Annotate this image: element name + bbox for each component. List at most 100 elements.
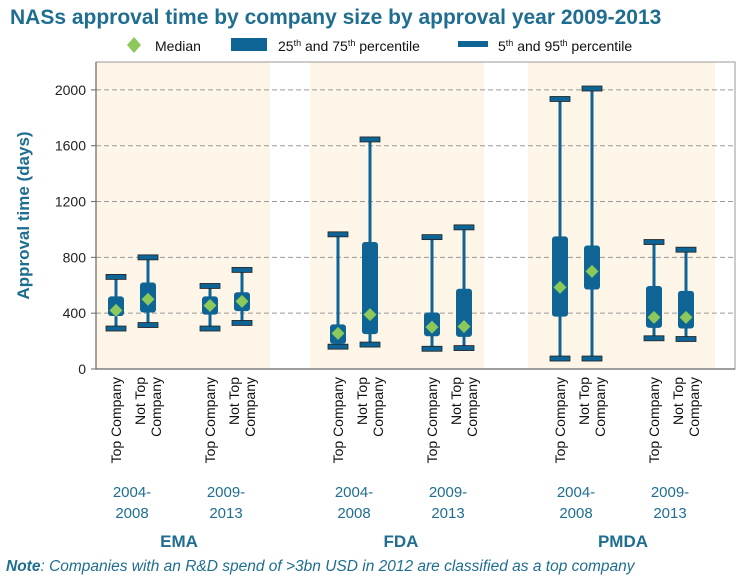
median-marker	[109, 303, 123, 317]
agency-label: FDA	[384, 532, 419, 551]
p5-cap	[137, 322, 159, 328]
box-whisker	[105, 273, 127, 332]
p95-cap	[421, 234, 443, 241]
category-label: Top Company	[552, 377, 568, 463]
category-label-line: Top Company	[424, 377, 440, 463]
legend-box-label: 25th and 75th percentile	[278, 38, 420, 54]
boxes	[105, 85, 697, 362]
median-marker	[553, 280, 567, 294]
period-label: 2004-	[557, 484, 595, 501]
legend-text-part: 5	[498, 38, 506, 54]
legend-text-part: and 75	[301, 38, 348, 54]
chart-title: NASs approval time by company size by ap…	[10, 6, 662, 29]
p5-cap	[359, 341, 381, 348]
legend-superscript: th	[506, 38, 514, 48]
p5-cap	[105, 325, 127, 332]
y-tick-label: 0	[78, 361, 86, 377]
p5-cap	[549, 355, 571, 362]
median-marker	[679, 310, 693, 324]
median-marker	[425, 320, 439, 334]
legend-median-marker	[127, 37, 141, 53]
p5-cap	[199, 325, 221, 332]
category-label-line: Top Company	[202, 377, 218, 463]
p5-cap	[581, 355, 603, 362]
category-label-line: Top Company	[646, 377, 662, 463]
period-label: 2004-	[113, 484, 151, 501]
category-labels: Top Company Not TopCompany Top Company Not …	[108, 377, 702, 464]
p5-cap	[327, 343, 349, 350]
p5-cap	[231, 320, 253, 326]
category-label-line: Not Top	[132, 377, 148, 425]
median-marker	[141, 292, 155, 306]
category-label: Top Company	[646, 377, 662, 463]
y-axis-ticks: 0 400 800 1200 1600 2000	[55, 82, 96, 377]
legend-box-marker	[231, 38, 267, 51]
iqr-box	[552, 236, 568, 317]
period-label: 2008	[337, 505, 370, 522]
category-label-line: Not Top	[226, 377, 242, 425]
footnote-label: Note	[6, 558, 41, 575]
box-whisker	[675, 246, 697, 342]
median-marker	[363, 308, 377, 322]
legend-text-part: percentile	[355, 38, 420, 54]
period-band	[174, 62, 270, 369]
legend-superscript: th	[560, 38, 568, 48]
category-label-line: Company	[592, 377, 608, 437]
p95-cap	[643, 239, 665, 245]
p95-cap	[675, 246, 697, 253]
category-label: Not TopCompany	[576, 377, 608, 437]
box-whisker	[453, 224, 475, 351]
category-label-line: Not Top	[354, 377, 370, 425]
y-tick-label: 800	[63, 249, 87, 265]
category-label-line: Company	[370, 377, 386, 437]
box-whisker	[327, 231, 349, 350]
agency-label: EMA	[160, 532, 198, 551]
category-label: Not TopCompany	[448, 377, 480, 437]
y-axis-title: Approval time (days)	[14, 131, 33, 299]
box-whisker	[581, 85, 603, 362]
y-tick-label: 1200	[55, 194, 86, 210]
agency-labels: EMA FDA PMDA	[160, 532, 648, 551]
footnote-text: : Companies with an R&D spend of >3bn US…	[40, 558, 635, 575]
p5-cap	[421, 345, 443, 352]
legend-text-part: percentile	[568, 38, 633, 54]
iqr-box	[362, 242, 378, 335]
p95-cap	[453, 224, 475, 231]
p95-cap	[105, 273, 127, 280]
box-whisker	[199, 283, 221, 332]
category-label: Not TopCompany	[670, 377, 702, 437]
category-label: Top Company	[202, 377, 218, 463]
legend-whisker-label: 5th and 95th percentile	[498, 38, 632, 54]
legend-superscript: th	[294, 38, 302, 48]
legend-median-label: Median	[155, 38, 201, 54]
p95-cap	[137, 254, 159, 261]
p95-cap	[231, 267, 253, 273]
category-label: Top Company	[424, 377, 440, 463]
period-label: 2008	[559, 505, 592, 522]
y-tick-label: 1600	[55, 138, 86, 154]
category-label: Not TopCompany	[226, 377, 258, 437]
y-tick-label: 2000	[55, 82, 86, 98]
period-band	[528, 62, 620, 369]
legend-whisker-marker	[458, 41, 488, 47]
p5-cap	[643, 335, 665, 342]
period-label: 2013	[209, 505, 242, 522]
category-label: Not TopCompany	[132, 377, 164, 437]
median-marker	[331, 326, 345, 340]
period-label: 2008	[115, 505, 148, 522]
median-marker	[235, 294, 249, 308]
period-band	[96, 62, 174, 369]
category-label-line: Top Company	[330, 377, 346, 463]
category-label-line: Company	[148, 377, 164, 437]
period-labels: 2004- 2008 2009- 2013 2004- 2008 2009- 2013 2004…	[113, 484, 689, 522]
category-label: Not TopCompany	[354, 377, 386, 437]
category-label-line: Company	[464, 377, 480, 437]
box-whisker	[421, 234, 443, 352]
box-whisker	[359, 136, 381, 348]
category-label-line: Not Top	[670, 377, 686, 425]
legend-text-part: 25	[278, 38, 294, 54]
agency-label: PMDA	[598, 532, 648, 551]
period-bands	[96, 62, 715, 369]
p95-cap	[549, 96, 571, 102]
